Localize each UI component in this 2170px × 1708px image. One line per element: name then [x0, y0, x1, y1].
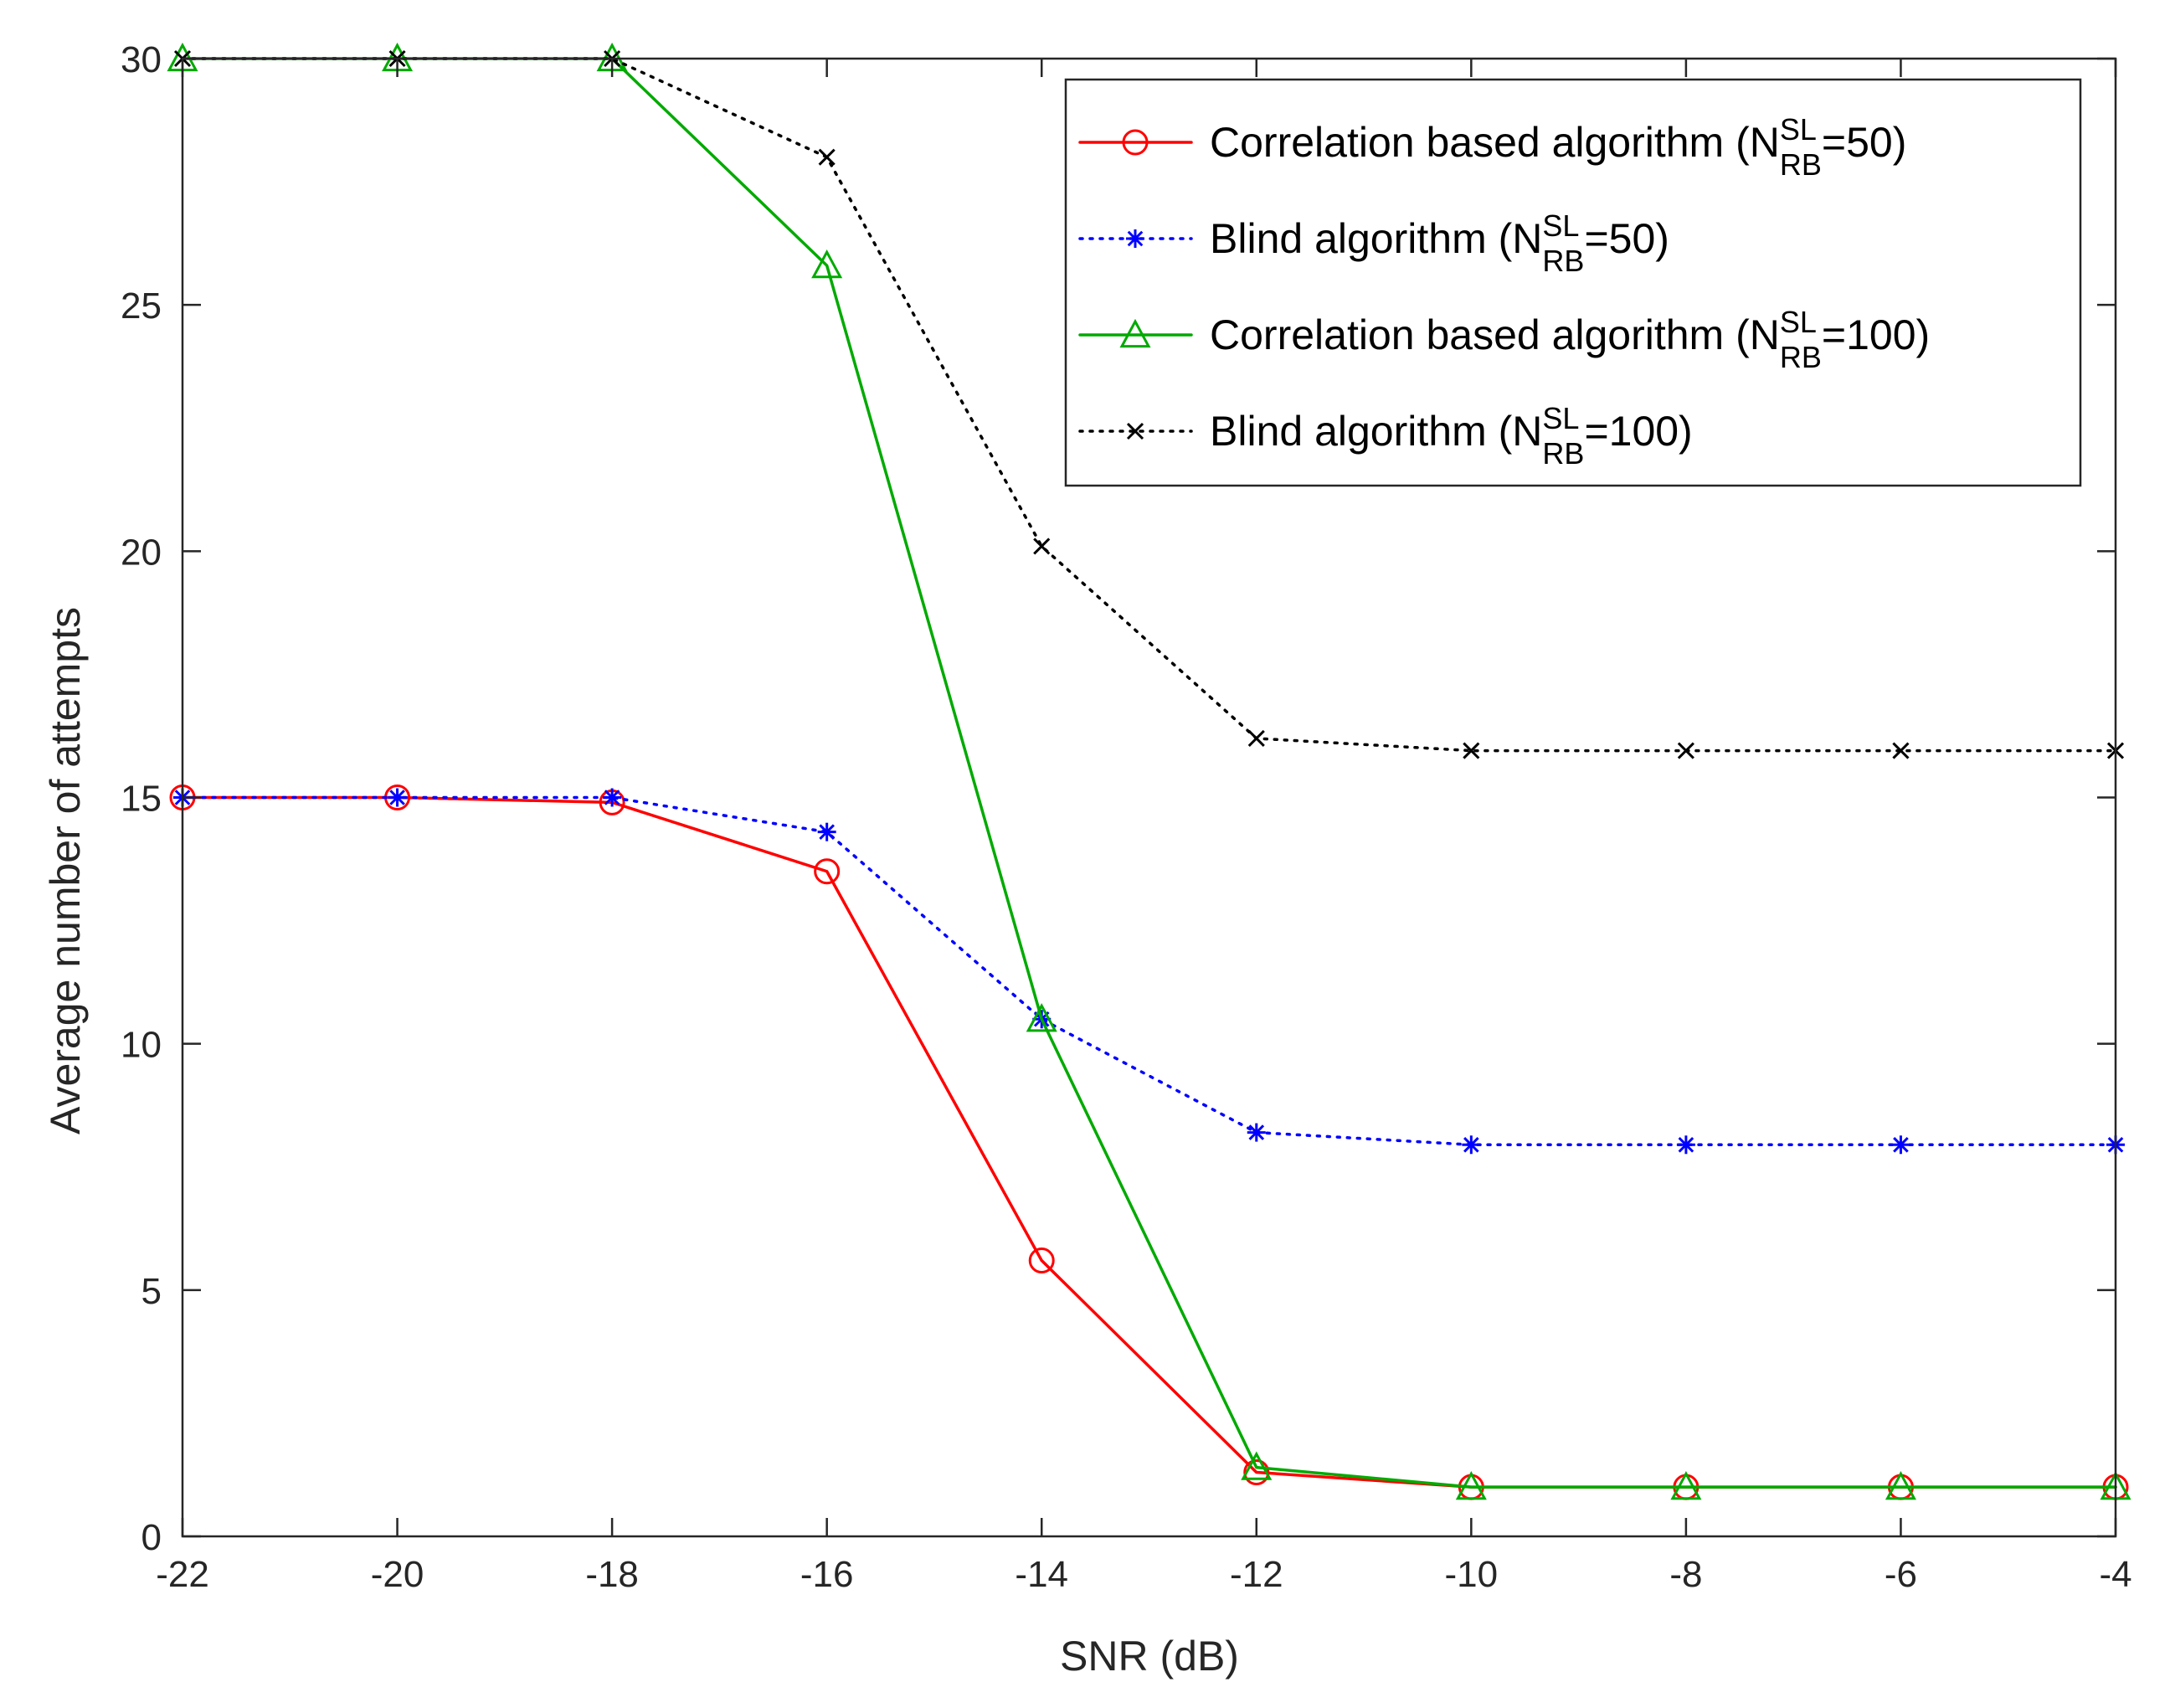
series-2-point-stroke4 — [1893, 1136, 1909, 1153]
series-3-point — [1026, 1003, 1057, 1032]
legend-label-1: Correlation based algorithm (NSL RB=50) — [1210, 112, 1906, 182]
series-line-2 — [181, 795, 2117, 1147]
x-tick-label: -16 — [800, 1554, 854, 1595]
legend-marker-4-stroke2 — [1126, 422, 1144, 440]
legend-marker-4 — [1126, 422, 1144, 440]
series-2-point — [1247, 1123, 1266, 1142]
series-3-point — [1241, 1451, 1273, 1480]
legend-marker-2 — [1126, 229, 1144, 248]
legend-marker-3-shape — [1119, 318, 1151, 348]
series-2-point-stroke4 — [1678, 1136, 1694, 1153]
series-3-point-shape — [1885, 1471, 1916, 1500]
series-3-point — [811, 249, 843, 279]
legend-marker-2-stroke4 — [1127, 230, 1144, 247]
series-1-point-shape — [814, 858, 841, 885]
y-tick-label: 10 — [121, 1025, 162, 1066]
legend-marker-1 — [1122, 129, 1149, 156]
legend-label-2: Blind algorithm (NSL RB=50) — [1210, 208, 1669, 278]
x-axis-label: SNR (dB) — [1060, 1633, 1239, 1680]
series-3-point — [1670, 1471, 1702, 1500]
series-1-point — [814, 858, 841, 885]
legend-label-4: Blind algorithm (NSL RB=100) — [1210, 401, 1693, 471]
series-4-point — [1677, 742, 1694, 759]
series-4-point — [1247, 729, 1265, 747]
series-4-point-stroke2 — [818, 148, 836, 166]
x-tick-label: -12 — [1230, 1554, 1283, 1595]
y-tick-label: 30 — [121, 39, 162, 80]
series-4-point — [1892, 742, 1910, 759]
legend-label-3: Correlation based algorithm (NSL RB=100) — [1210, 305, 1930, 374]
series-1-point — [1028, 1248, 1055, 1274]
series-1-point-shape — [1028, 1248, 1055, 1274]
series-3-point-shape — [1241, 1451, 1273, 1480]
y-tick-label: 25 — [121, 286, 162, 327]
series-1-point — [1243, 1459, 1270, 1486]
legend: Correlation based algorithm (NSL RB=50) Bl… — [1064, 78, 2082, 487]
y-tick-label: 0 — [141, 1517, 162, 1558]
series-4-point — [1463, 742, 1480, 759]
series-3-point — [1885, 1471, 1916, 1500]
series-4-point — [1033, 538, 1051, 555]
legend-marker-1-shape — [1122, 129, 1149, 156]
series-2-point — [603, 788, 622, 807]
series-2-point — [1462, 1135, 1481, 1155]
axes-layer: -22 -20 -18 -16 -14 -12 -10 -8 -6 -4 0 5 10 15 20 25 30 — [121, 39, 2132, 1595]
series-2-point-stroke4 — [819, 824, 835, 840]
y-axis-label: Average number of attempts — [42, 607, 89, 1134]
series-2-point-stroke4 — [1463, 1136, 1479, 1153]
series-3-point-shape — [811, 249, 843, 279]
x-tick-label: -8 — [1669, 1554, 1702, 1595]
series-3-point-shape — [1026, 1003, 1057, 1032]
series-2-point — [388, 788, 407, 807]
series-4-point-stroke2 — [1892, 742, 1910, 759]
series-2-point-stroke4 — [1248, 1124, 1265, 1140]
x-tick-label: -4 — [2099, 1554, 2131, 1595]
x-tick-label: -18 — [585, 1554, 639, 1595]
x-tick-label: -22 — [156, 1554, 209, 1595]
y-tick-label: 20 — [121, 532, 162, 573]
series-2-point-stroke4 — [604, 790, 620, 805]
series-3-point-shape — [1455, 1471, 1487, 1500]
legend-box — [1064, 78, 2082, 487]
x-tick-label: -10 — [1445, 1554, 1499, 1595]
y-tick-label: 15 — [121, 779, 162, 820]
y-tick-label: 5 — [141, 1271, 162, 1312]
series-1-point-shape — [1243, 1459, 1270, 1486]
series-2-point — [817, 822, 836, 841]
series-2-point-stroke4 — [389, 790, 405, 805]
x-tick-label: -6 — [1885, 1554, 1917, 1595]
series-4-point-stroke2 — [1463, 742, 1480, 759]
x-tick-label: -20 — [371, 1554, 424, 1595]
legend-marker-3 — [1119, 318, 1151, 348]
x-tick-label: -14 — [1015, 1554, 1068, 1595]
series-4-point-stroke2 — [1677, 742, 1694, 759]
series-4-point — [818, 148, 836, 166]
series-3-point-shape — [1670, 1471, 1702, 1500]
series-4-point-stroke2 — [1247, 729, 1265, 747]
series-2-point — [1891, 1135, 1910, 1155]
series-2-point — [1676, 1135, 1695, 1155]
series-4-point-stroke2 — [1033, 538, 1051, 555]
series-3-point — [1455, 1471, 1487, 1500]
